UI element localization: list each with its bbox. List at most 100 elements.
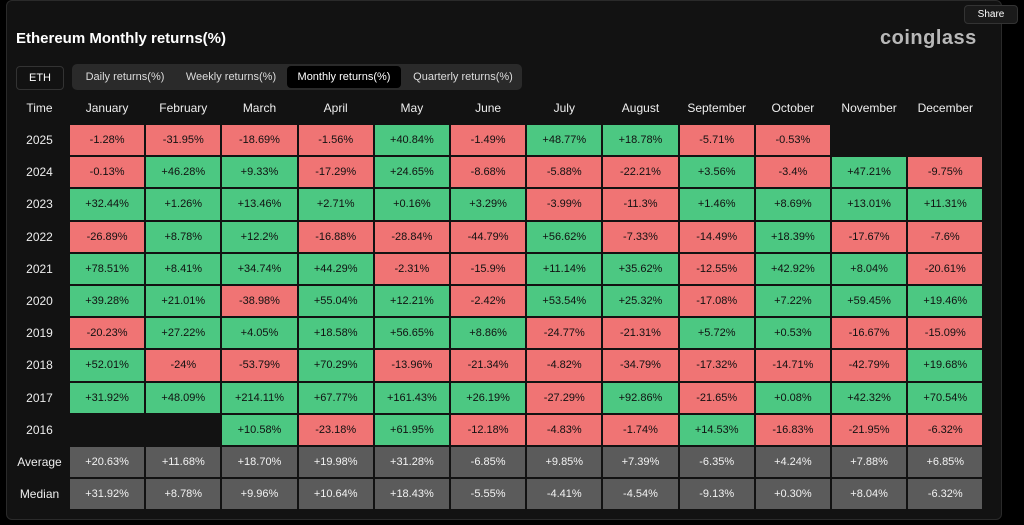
return-cell: +47.21% [831,156,908,189]
column-header: June [475,101,502,115]
return-cell: -5.55% [450,478,527,511]
tab[interactable]: Weekly returns(%) [185,71,277,83]
return-cell: +31.92% [69,381,146,414]
return-cell: -17.67% [831,220,908,253]
return-cell: -6.32% [907,478,984,511]
return-cell: +11.68% [145,446,222,479]
return-cell: -8.68% [450,156,527,189]
return-cell: +11.31% [907,188,984,221]
return-cell: +56.65% [373,317,450,350]
return-cell: -27.29% [526,381,603,414]
return-cell: +7.88% [831,446,908,479]
return-cell: +26.19% [450,381,527,414]
return-cell: -6.35% [678,446,755,479]
title: Ethereum Monthly returns(%) [16,30,227,47]
return-cell: -9.75% [907,156,984,189]
return-cell: +18.70% [221,446,298,479]
return-cell: +14.53% [678,413,755,446]
column-header: May [400,101,424,115]
return-cell: +10.64% [297,478,374,511]
return-cell: +0.30% [754,478,831,511]
return-cell: +7.39% [602,446,679,479]
return-cell: +18.43% [373,478,450,511]
return-cell: +31.92% [69,478,146,511]
return-cell: +13.46% [221,188,298,221]
return-cell: +12.21% [373,285,450,318]
tab[interactable]: Daily returns(%) [85,71,165,83]
return-cell: -0.13% [69,156,146,189]
return-cell: +0.16% [373,188,450,221]
return-cell: -15.09% [907,317,984,350]
return-cell: -17.08% [678,285,755,318]
logo: coinglass [880,27,977,49]
return-cell: +70.54% [907,381,984,414]
return-cell: -20.23% [69,317,146,350]
return-cell: -5.88% [526,156,603,189]
column-header: September [687,101,747,115]
return-cell: -24.77% [526,317,603,350]
row-label: 2020 [10,285,69,318]
return-cell: -16.67% [831,317,908,350]
return-cell: -18.69% [221,124,298,157]
return-cell: +8.04% [831,478,908,511]
return-cell: -12.55% [678,252,755,285]
return-cell: -24% [145,349,222,382]
return-cell: +9.85% [526,446,603,479]
column-header: August [621,101,660,115]
return-cell: +59.45% [831,285,908,318]
return-cell: +4.05% [221,317,298,350]
return-cell: -6.32% [907,413,984,446]
return-cell: +32.44% [69,188,146,221]
return-cell: +0.53% [754,317,831,350]
column-header: April [323,101,348,115]
return-cell: +8.78% [145,478,222,511]
return-cell: -2.31% [373,252,450,285]
return-cell: +20.63% [69,446,146,479]
return-cell: +2.71% [297,188,374,221]
row-label: 2019 [10,317,69,350]
column-header: July [553,101,575,115]
return-cell: -21.31% [602,317,679,350]
return-cell: -1.28% [69,124,146,157]
return-cell: -31.95% [145,124,222,157]
return-cell: +12.2% [221,220,298,253]
share-button[interactable]: Share [964,5,1018,24]
row-label: 2018 [10,349,69,382]
return-cell: +19.68% [907,349,984,382]
return-cell: -6.85% [450,446,527,479]
tab-bar: Daily returns(%) Weekly returns(%) Monthly… [72,64,522,90]
return-cell: -3.99% [526,188,603,221]
return-cell: +9.96% [221,478,298,511]
row-label: Median [10,478,69,511]
return-cell: -4.83% [526,413,603,446]
return-cell: +25.32% [602,285,679,318]
return-cell: -4.54% [602,478,679,511]
return-cell: +55.04% [297,285,374,318]
return-cell: -16.83% [754,413,831,446]
tab[interactable]: Monthly returns(%) [287,66,401,88]
return-cell: +3.56% [678,156,755,189]
return-cell: +27.22% [145,317,222,350]
return-cell: +8.78% [145,220,222,253]
row-label: 2023 [10,188,69,221]
return-cell: +70.29% [297,349,374,382]
return-cell: +48.09% [145,381,222,414]
row-label: 2017 [10,381,69,414]
return-cell: +1.26% [145,188,222,221]
return-cell: +6.85% [907,446,984,479]
column-header: February [159,101,208,115]
return-cell: +34.74% [221,252,298,285]
tab[interactable]: Quarterly returns(%) [413,71,513,83]
column-header: Time [26,101,53,115]
row-label: 2016 [10,413,69,446]
return-cell: -17.32% [678,349,755,382]
return-cell: +4.24% [754,446,831,479]
return-cell: +35.62% [602,252,679,285]
return-cell: -21.95% [831,413,908,446]
column-header: October [771,101,815,115]
return-cell: +9.33% [221,156,298,189]
asset-select[interactable]: ETH [16,66,64,90]
column-header: March [242,101,277,115]
return-cell: -22.21% [602,156,679,189]
